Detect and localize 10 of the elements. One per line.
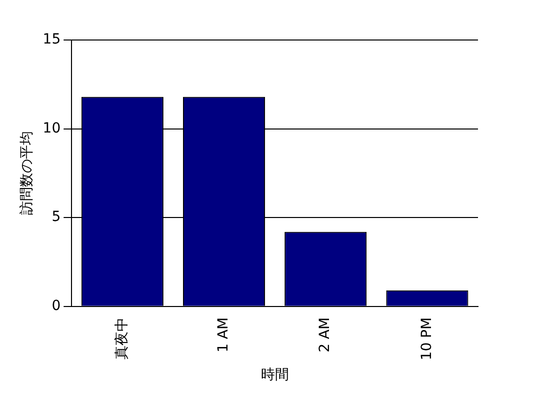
y-axis-title: 訪問数の平均: [19, 131, 36, 216]
x-tick-label: 2 AM: [317, 317, 334, 352]
x-tick-label: 10 PM: [418, 317, 435, 360]
y-tick-label: 0: [52, 298, 61, 314]
x-axis-title: 時間: [260, 367, 289, 384]
y-tick-label: 15: [42, 32, 61, 48]
x-tick-label: 1 AM: [216, 317, 232, 352]
y-tick-label: 10: [42, 120, 61, 136]
y-tick-label: 5: [52, 209, 61, 226]
x-tick-label: 真夜中: [114, 317, 130, 360]
